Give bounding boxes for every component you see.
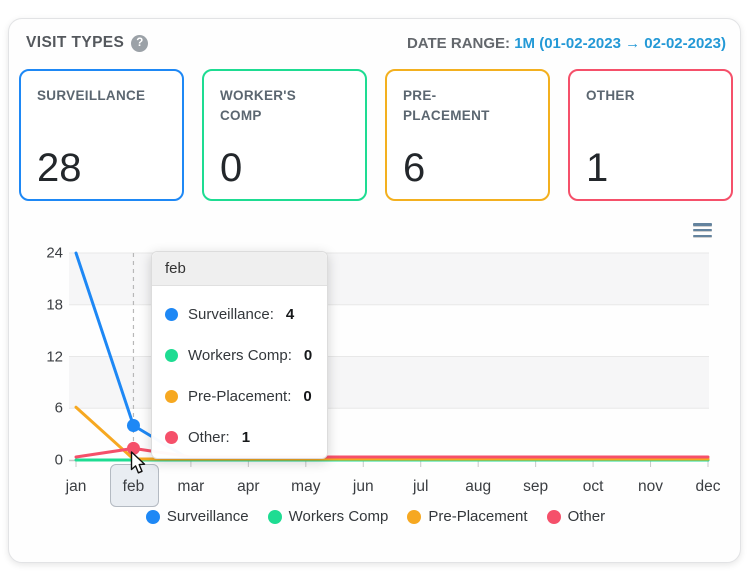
date-range-label: DATE RANGE: — [406, 35, 511, 52]
panel-header: VISIT TYPES ? — [26, 34, 149, 52]
x-axis-label-jun: jun — [352, 478, 374, 495]
tooltip-series-label: Workers Comp: — [188, 347, 292, 364]
highlighted-x-label-box[interactable] — [110, 464, 159, 507]
legend-dot-icon — [267, 509, 282, 524]
tooltip-row: Pre-Placement: 0 — [165, 376, 314, 417]
chart-legend: Surveillance Workers Comp Pre-Placement Oth… — [9, 508, 742, 525]
stat-card-value: 6 — [403, 146, 426, 190]
tooltip-series-label: Other: — [188, 429, 230, 446]
legend-label: Other — [567, 508, 606, 525]
series-dot-icon — [165, 349, 178, 362]
tooltip-body: Surveillance: 4 Workers Comp: 0 Pre-Placemen… — [152, 286, 327, 458]
y-axis-tick-label: 0 — [54, 451, 63, 469]
x-axis-label-jul: jul — [412, 478, 429, 495]
tooltip-series-value: 1 — [241, 429, 251, 446]
legend-dot-icon — [546, 509, 561, 524]
stat-card-value: 0 — [220, 146, 243, 190]
visit-types-chart[interactable]: 24 18 12 6 0 jan feb mar apr may jun jul aug sep oct no… — [9, 19, 742, 564]
y-axis-tick-label: 12 — [46, 348, 63, 365]
stat-card-value: 28 — [37, 146, 82, 190]
stat-card-other: OTHER 1 — [568, 69, 733, 201]
legend-item-other[interactable]: Other — [546, 508, 606, 525]
date-range: DATE RANGE: 1M (01-02-2023 → 02-02-2023) — [407, 35, 726, 52]
mouse-cursor-icon — [130, 451, 152, 480]
chart-tooltip: feb Surveillance: 4 Workers Comp: 0 Pre-Plac… — [151, 251, 328, 459]
y-axis-tick-label: 18 — [46, 296, 63, 314]
legend-label: Workers Comp — [288, 508, 389, 525]
tooltip-series-value: 0 — [303, 388, 312, 405]
tooltip-row: Other: 1 — [165, 417, 314, 458]
series-dot-icon — [165, 390, 178, 403]
x-axis-label-oct: oct — [582, 478, 604, 495]
tooltip-series-label: Pre-Placement: — [188, 388, 292, 405]
y-axis-tick-label: 24 — [46, 244, 63, 262]
x-axis-label-jan: jan — [65, 478, 87, 495]
series-dot-icon — [165, 431, 178, 444]
x-axis-label-feb: feb — [122, 478, 145, 495]
legend-item-pre-placement[interactable]: Pre-Placement — [407, 508, 528, 525]
stat-card-label: OTHER — [586, 88, 635, 103]
stat-cards-row: SURVEILLANCE 28 WORKER'S COMP 0 PRE-PLACEMEN… — [19, 69, 733, 201]
tooltip-row: Surveillance: 4 — [165, 294, 314, 335]
x-axis-label-mar: mar — [177, 478, 205, 495]
series-dot-icon — [165, 308, 178, 321]
stat-card-label: WORKER'S COMP — [220, 88, 297, 124]
stat-card-surveillance: SURVEILLANCE 28 — [19, 69, 184, 201]
legend-dot-icon — [407, 509, 422, 524]
date-range-value[interactable]: 1M (01-02-2023 → 02-02-2023) — [514, 35, 726, 52]
stat-card-label: PRE-PLACEMENT — [403, 88, 490, 124]
stat-card-pre-placement: PRE-PLACEMENT 6 — [385, 69, 550, 201]
y-axis-tick-label: 6 — [54, 399, 63, 417]
x-axis-label-apr: apr — [237, 478, 260, 495]
x-axis-label-nov: nov — [638, 478, 664, 495]
x-axis-label-may: may — [291, 478, 321, 495]
stat-card-value: 1 — [586, 146, 609, 190]
tooltip-title: feb — [152, 252, 327, 286]
x-axis-label-sep: sep — [523, 478, 549, 495]
stat-card-worker-s-comp: WORKER'S COMP 0 — [202, 69, 367, 201]
page-title: VISIT TYPES — [26, 34, 125, 51]
legend-item-surveillance[interactable]: Surveillance — [145, 508, 249, 525]
help-icon[interactable]: ? — [131, 34, 149, 52]
tooltip-series-value: 0 — [303, 347, 313, 364]
tooltip-series-label: Surveillance: — [188, 306, 274, 323]
legend-item-workers-comp[interactable]: Workers Comp — [267, 508, 389, 525]
legend-dot-icon — [145, 509, 160, 524]
x-axis-label-dec: dec — [695, 478, 721, 495]
visit-types-panel: VISIT TYPES ? DATE RANGE: 1M (01-02-2023… — [8, 18, 741, 563]
legend-label: Surveillance — [166, 508, 249, 525]
x-axis-label-aug: aug — [465, 478, 492, 495]
tooltip-series-value: 4 — [285, 306, 295, 323]
legend-label: Pre-Placement — [428, 508, 528, 525]
tooltip-row: Workers Comp: 0 — [165, 335, 314, 376]
chart-menu-icon[interactable] — [693, 223, 712, 237]
stat-card-label: SURVEILLANCE — [37, 88, 146, 103]
